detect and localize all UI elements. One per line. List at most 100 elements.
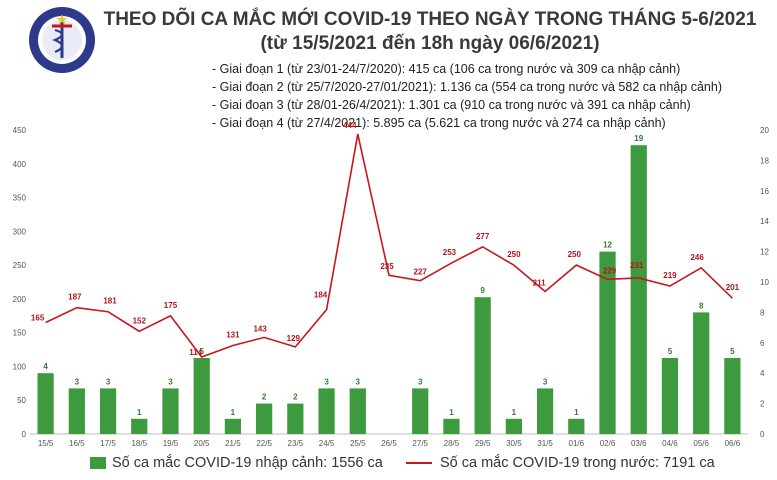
y-left-tick-label: 150 bbox=[13, 329, 27, 338]
chart-title: THEO DÕI CA MẮC MỚI COVID-19 THEO NGÀY T… bbox=[103, 9, 757, 30]
x-tick-label: 24/5 bbox=[319, 439, 335, 448]
x-tick-label: 18/5 bbox=[131, 439, 147, 448]
domestic-line-value: 227 bbox=[414, 268, 428, 277]
legend-line-swatch bbox=[406, 462, 432, 464]
import-bar-value: 19 bbox=[634, 134, 643, 143]
import-bar bbox=[661, 358, 679, 434]
import-bar-value: 1 bbox=[231, 408, 236, 417]
x-tick-label: 04/6 bbox=[662, 439, 678, 448]
legend-bar-entry: Số ca mắc COVID-19 nhập cảnh: 1556 ca bbox=[90, 455, 383, 471]
domestic-line-value: 187 bbox=[68, 293, 82, 302]
x-tick-label: 03/6 bbox=[631, 439, 647, 448]
y-right-tick-label: 4 bbox=[760, 369, 765, 378]
import-bar bbox=[256, 403, 273, 434]
import-bar-value: 3 bbox=[418, 377, 423, 386]
y-right-tick-label: 6 bbox=[760, 339, 765, 348]
y-left-tick-label: 300 bbox=[13, 227, 27, 236]
import-bar-value: 3 bbox=[75, 377, 80, 386]
x-tick-label: 25/5 bbox=[350, 439, 366, 448]
legend-line-label: Số ca mắc COVID-19 trong nước: 7191 ca bbox=[440, 455, 715, 471]
x-tick-label: 30/5 bbox=[506, 439, 522, 448]
domestic-line-value: 152 bbox=[133, 316, 147, 325]
x-tick-label: 27/5 bbox=[412, 439, 428, 448]
import-bar-value: 5 bbox=[730, 347, 735, 356]
domestic-line-value: 246 bbox=[690, 253, 704, 262]
stage-3-text: - Giai đoạn 3 (từ 28/01-26/4/2021): 1.30… bbox=[212, 98, 691, 112]
import-bar-value: 9 bbox=[480, 286, 485, 295]
domestic-line-value: 181 bbox=[103, 297, 117, 306]
import-bar-value: 3 bbox=[324, 377, 329, 386]
y-left-tick-label: 200 bbox=[13, 295, 27, 304]
domestic-line-value: 229 bbox=[603, 266, 617, 275]
import-bar-value: 3 bbox=[356, 377, 361, 386]
import-bar-value: 3 bbox=[106, 377, 111, 386]
x-tick-label: 19/5 bbox=[163, 439, 179, 448]
import-bar-value: 3 bbox=[168, 377, 173, 386]
domestic-line-value: 184 bbox=[314, 291, 328, 300]
domestic-line-value: 131 bbox=[226, 331, 240, 340]
domestic-line-value: 129 bbox=[287, 334, 301, 343]
stage-summary: - Giai đoạn 1 (từ 23/01-24/7/2020): 415 … bbox=[212, 60, 722, 132]
domestic-line-value: 219 bbox=[663, 271, 677, 280]
import-bar bbox=[162, 388, 179, 434]
import-bar bbox=[599, 251, 616, 434]
domestic-line bbox=[45, 133, 733, 358]
y-right-tick-label: 12 bbox=[760, 248, 769, 257]
import-bar bbox=[193, 358, 210, 434]
domestic-line-value: 277 bbox=[476, 232, 490, 241]
domestic-line-value: 250 bbox=[507, 250, 521, 259]
import-bar bbox=[693, 312, 710, 434]
y-right-tick-label: 18 bbox=[760, 156, 769, 165]
domestic-line-value: 231 bbox=[630, 261, 644, 270]
import-bar bbox=[443, 418, 460, 434]
import-bar-value: 3 bbox=[543, 377, 548, 386]
y-right-tick-label: 16 bbox=[760, 187, 769, 196]
y-right-tick-label: 0 bbox=[760, 430, 765, 439]
x-tick-label: 15/5 bbox=[38, 439, 54, 448]
domestic-line-value: 235 bbox=[380, 262, 394, 271]
x-tick-label: 02/6 bbox=[600, 439, 616, 448]
y-left-tick-label: 100 bbox=[13, 362, 27, 371]
y-left-tick-label: 350 bbox=[13, 194, 27, 203]
chart-subtitle: (từ 15/5/2021 đến 18h ngày 06/6/2021) bbox=[260, 33, 600, 54]
x-tick-label: 20/5 bbox=[194, 439, 210, 448]
import-bar-value: 12 bbox=[603, 241, 612, 250]
import-bar bbox=[568, 418, 585, 434]
domestic-line-value: 444 bbox=[343, 121, 357, 130]
x-tick-label: 23/5 bbox=[288, 439, 304, 448]
legend-line-entry: Số ca mắc COVID-19 trong nước: 7191 ca bbox=[406, 455, 715, 471]
import-bar bbox=[318, 388, 335, 434]
x-tick-label: 31/5 bbox=[537, 439, 553, 448]
y-right-tick-label: 14 bbox=[760, 217, 769, 226]
y-left-tick-label: 250 bbox=[13, 261, 27, 270]
x-tick-label: 26/5 bbox=[381, 439, 397, 448]
domestic-line-value: 211 bbox=[533, 278, 546, 287]
stage-2-text: - Giai đoạn 2 (từ 25/7/2020-27/01/2021):… bbox=[212, 80, 722, 94]
x-tick-label: 06/6 bbox=[725, 439, 741, 448]
y-left-tick-label: 450 bbox=[13, 126, 27, 135]
y-right-tick-label: 2 bbox=[760, 400, 765, 409]
import-bar-value: 1 bbox=[574, 408, 579, 417]
import-bar bbox=[724, 358, 741, 434]
stage-4-text: - Giai đoạn 4 (từ 27/4/2021): 5.895 ca (… bbox=[212, 116, 666, 130]
y-right-tick-label: 8 bbox=[760, 308, 765, 317]
x-tick-label: 29/5 bbox=[475, 439, 491, 448]
y-left-tick-label: 400 bbox=[13, 160, 27, 169]
import-bar-value: 1 bbox=[512, 408, 517, 417]
import-bar bbox=[68, 388, 85, 434]
import-bar bbox=[99, 388, 117, 434]
domestic-line-value: 201 bbox=[726, 283, 740, 292]
import-bar bbox=[224, 418, 242, 434]
x-tick-label: 05/6 bbox=[693, 439, 709, 448]
import-bar bbox=[131, 418, 148, 434]
import-bar-value: 1 bbox=[449, 408, 454, 417]
import-bar-value: 1 bbox=[137, 408, 142, 417]
domestic-line-value: 250 bbox=[568, 250, 582, 259]
import-bar bbox=[287, 403, 304, 434]
domestic-line-value: 143 bbox=[253, 324, 267, 333]
import-bar bbox=[412, 388, 429, 434]
x-tick-label: 22/5 bbox=[256, 439, 272, 448]
import-bar-value: 8 bbox=[699, 301, 704, 310]
legend-bar-label: Số ca mắc COVID-19 nhập cảnh: 1556 ca bbox=[112, 455, 383, 471]
legend-bar-swatch bbox=[90, 457, 106, 469]
